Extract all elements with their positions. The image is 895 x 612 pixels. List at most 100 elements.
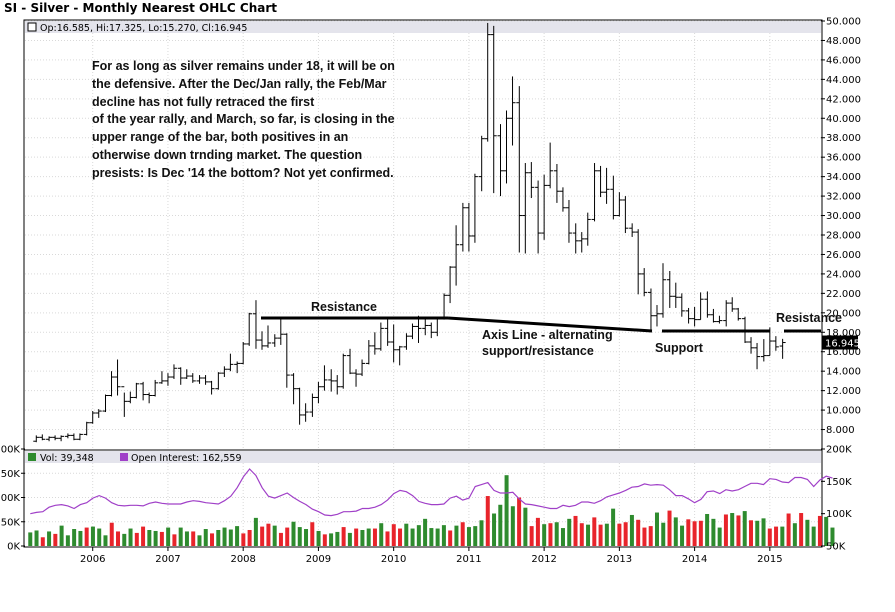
- volume-bar: [40, 537, 45, 546]
- ohlc-bar: [610, 175, 617, 220]
- volume-bar: [322, 534, 327, 546]
- volume-bar: [59, 525, 64, 546]
- volume-bar: [247, 529, 252, 546]
- volume-bar: [122, 533, 127, 546]
- ohlc-bar: [64, 433, 71, 439]
- price-tick-label: 14.000: [826, 367, 861, 378]
- ohlc-bar: [283, 333, 290, 388]
- price-info-bar: [25, 21, 821, 33]
- ohlc-bar: [315, 381, 322, 404]
- volume-bar: [172, 534, 177, 546]
- volume-info-bar: [25, 451, 821, 463]
- volume-bar: [586, 524, 591, 546]
- ohlc-bar: [302, 403, 309, 422]
- ohlc-bar: [271, 334, 278, 347]
- price-tick-label: 18.000: [826, 328, 861, 339]
- ohlc-bar: [497, 124, 504, 197]
- ohlc-bar: [509, 76, 516, 146]
- ohlc-bar: [377, 322, 384, 351]
- volume-bar: [159, 531, 164, 546]
- volume-bar: [736, 515, 741, 546]
- ohlc-bar: [447, 266, 454, 304]
- ohlc-bar: [290, 373, 297, 405]
- ohlc-bar: [729, 297, 736, 312]
- ohlc-bar: [528, 162, 535, 199]
- volume-bar: [479, 520, 484, 546]
- price-tick-label: 26.000: [826, 250, 861, 261]
- ohlc-bar: [240, 342, 247, 365]
- ohlc-bar: [578, 232, 585, 253]
- volume-bar: [598, 524, 603, 546]
- volume-bar: [335, 531, 340, 546]
- ohlc-bar: [296, 387, 303, 425]
- volume-bar: [278, 532, 283, 546]
- price-tick-label: 16.000: [826, 347, 861, 358]
- support-label: Support: [655, 341, 704, 355]
- x-tick-label: 2007: [155, 554, 180, 565]
- volume-bar: [366, 528, 371, 546]
- volume-bar: [492, 513, 497, 546]
- ohlc-bar: [334, 375, 341, 395]
- volume-legend: Vol: 39,348: [40, 453, 94, 464]
- ohlc-bar: [340, 353, 347, 389]
- volume-bar: [197, 535, 202, 546]
- volume-tick-label: 200K: [0, 445, 20, 456]
- volume-bar: [560, 528, 565, 546]
- volume-bar: [260, 526, 265, 546]
- volume-bar: [611, 508, 616, 546]
- ohlc-bar: [559, 187, 566, 212]
- volume-legend-swatch: [28, 453, 36, 461]
- ohlc-bar: [234, 361, 241, 374]
- ohlc-bar: [227, 353, 234, 372]
- volume-bar: [542, 524, 547, 546]
- volume-bar: [792, 523, 797, 546]
- volume-bar: [153, 530, 158, 546]
- volume-bar: [90, 526, 95, 546]
- ohlc-bar: [490, 25, 497, 194]
- x-tick-label: 2014: [682, 554, 707, 565]
- volume-bar: [435, 528, 440, 546]
- volume-bar: [235, 526, 240, 546]
- ohlc-bar: [723, 300, 730, 327]
- ohlc-bar: [760, 339, 767, 362]
- axis-line-label-line: support/resistance: [482, 344, 594, 358]
- ohlc-bar: [697, 292, 704, 321]
- volume-bar: [711, 518, 716, 546]
- ohlc-bar: [127, 391, 134, 404]
- volume-bar: [253, 517, 258, 546]
- ohlc-bar: [603, 167, 610, 204]
- ohlc-bar: [553, 163, 560, 203]
- ohlc-bar: [653, 305, 660, 327]
- volume-bar: [103, 535, 108, 546]
- x-tick-label: 2015: [757, 554, 782, 565]
- volume-bar: [416, 525, 421, 546]
- ohlc-bar: [547, 142, 554, 189]
- x-tick-label: 2009: [306, 554, 331, 565]
- volume-bar: [529, 526, 534, 546]
- axis-line-label: Axis Line - alternating support/resistanc…: [482, 328, 613, 358]
- ohlc-bar: [629, 223, 636, 237]
- volume-bar: [680, 525, 685, 546]
- ohlc-bar: [277, 317, 284, 345]
- ohlc-bar: [208, 380, 215, 395]
- volume-bar: [742, 511, 747, 546]
- ohlc-bar: [158, 371, 165, 384]
- x-tick-label: 2012: [531, 554, 556, 565]
- ohlc-bar: [384, 317, 391, 346]
- volume-bar: [116, 531, 121, 546]
- last-price-box: [822, 335, 858, 350]
- volume-bar: [128, 528, 133, 546]
- resistance-label: Resistance: [311, 300, 377, 314]
- price-tick-label: 8.000: [826, 425, 855, 436]
- volume-bar: [454, 525, 459, 546]
- ohlc-bar: [660, 263, 667, 318]
- volume-bar: [385, 531, 390, 546]
- ohlc-bar: [189, 373, 196, 383]
- x-tick-label: 2010: [381, 554, 406, 565]
- volume-bar: [341, 527, 346, 546]
- ohlc-bar: [535, 180, 542, 254]
- ohlc-bar: [597, 165, 604, 198]
- ohlc-bar: [58, 435, 65, 442]
- volume-bar: [748, 520, 753, 546]
- ohlc-bar: [146, 392, 153, 404]
